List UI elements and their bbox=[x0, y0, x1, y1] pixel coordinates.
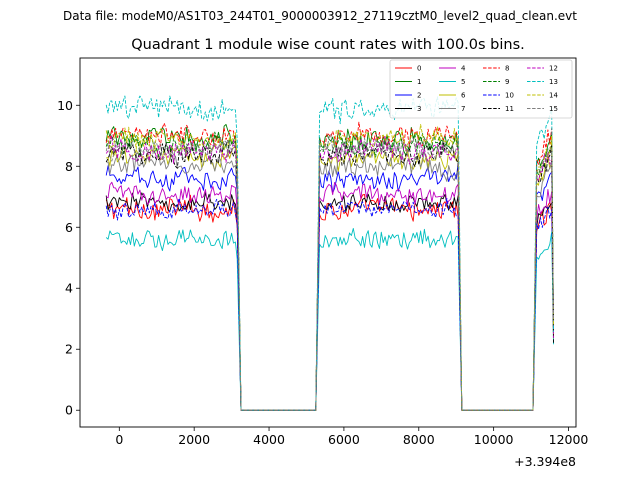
legend-label-9: 9 bbox=[505, 78, 509, 86]
series-line-1 bbox=[105, 123, 554, 411]
y-axis: 0 2 4 6 8 10 bbox=[57, 98, 80, 418]
series-line-3 bbox=[105, 192, 554, 411]
legend-label-6: 6 bbox=[461, 92, 466, 100]
chart-suptitle: Data file: modeM0/AS1T03_244T01_90000039… bbox=[63, 9, 577, 23]
x-tick-label: 0 bbox=[115, 432, 123, 447]
x-offset-label: +3.394e8 bbox=[514, 454, 576, 469]
legend-label-2: 2 bbox=[417, 92, 421, 100]
y-tick-label: 6 bbox=[65, 220, 73, 235]
series-line-9 bbox=[105, 131, 554, 411]
series-line-15 bbox=[105, 134, 554, 411]
series-line-11 bbox=[105, 139, 554, 411]
series-line-0 bbox=[105, 194, 554, 411]
x-tick-label: 8000 bbox=[403, 432, 435, 447]
x-tick-label: 10000 bbox=[474, 432, 514, 447]
legend-label-15: 15 bbox=[549, 105, 558, 113]
legend-label-8: 8 bbox=[505, 65, 509, 73]
series-line-6 bbox=[106, 146, 554, 411]
series-line-7 bbox=[106, 151, 554, 411]
series-line-4 bbox=[106, 181, 554, 411]
chart-title: Quadrant 1 module wise count rates with … bbox=[131, 37, 525, 53]
x-tick-label: 12000 bbox=[549, 432, 589, 447]
x-tick-label: 2000 bbox=[178, 432, 210, 447]
series-line-10 bbox=[105, 197, 554, 411]
y-tick-label: 10 bbox=[57, 98, 73, 113]
series-line-12 bbox=[105, 135, 554, 411]
legend-label-13: 13 bbox=[549, 78, 558, 86]
legend-label-3: 3 bbox=[417, 105, 421, 113]
legend-label-10: 10 bbox=[505, 92, 514, 100]
x-tick-label: 6000 bbox=[328, 432, 360, 447]
series-line-2 bbox=[105, 163, 554, 411]
legend-label-11: 11 bbox=[505, 105, 514, 113]
y-tick-label: 8 bbox=[65, 159, 73, 174]
legend-box bbox=[389, 59, 573, 119]
x-tick-label: 4000 bbox=[253, 432, 285, 447]
y-tick-label: 4 bbox=[65, 281, 73, 296]
series-layer bbox=[105, 95, 554, 411]
y-tick-label: 2 bbox=[65, 342, 73, 357]
x-axis: 0 2000 4000 6000 8000 10000 12000 bbox=[115, 427, 588, 447]
y-tick-label: 0 bbox=[65, 403, 73, 418]
legend-label-5: 5 bbox=[461, 78, 465, 86]
plot-frame bbox=[79, 57, 577, 428]
legend-label-1: 1 bbox=[417, 78, 421, 86]
legend-label-7: 7 bbox=[461, 105, 465, 113]
series-line-5 bbox=[105, 227, 554, 411]
legend-label-0: 0 bbox=[417, 65, 421, 73]
legend-label-14: 14 bbox=[549, 92, 558, 100]
legend-label-12: 12 bbox=[549, 65, 558, 73]
legend-label-4: 4 bbox=[461, 65, 466, 73]
